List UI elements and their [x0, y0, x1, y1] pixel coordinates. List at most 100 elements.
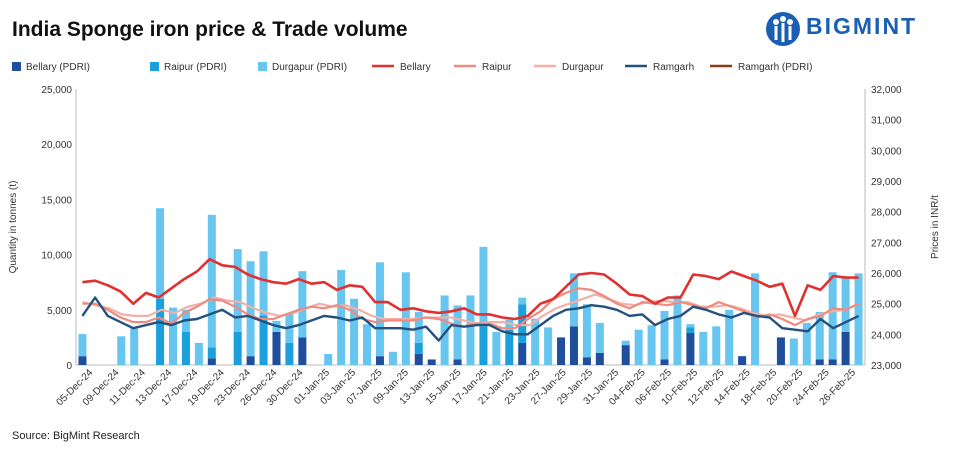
bar-durgapur-pdri	[350, 298, 359, 365]
bar-durgapur-pdri	[440, 295, 449, 365]
bar-durgapur-pdri	[582, 304, 591, 358]
bar-durgapur-pdri	[725, 309, 734, 365]
bar-bellary-pdri	[518, 342, 527, 365]
y-tick-label: 5,000	[47, 306, 72, 317]
bar-durgapur-pdri	[156, 208, 165, 299]
bar-durgapur-pdri	[233, 249, 242, 332]
bar-durgapur-pdri	[802, 323, 811, 365]
line-ramgarh	[81, 296, 860, 342]
bar-bellary-pdri	[375, 356, 384, 365]
bar-raipur-pdri	[156, 298, 165, 365]
y2-tick-label: 27,000	[871, 238, 902, 249]
bar-bellary-pdri	[557, 337, 566, 365]
bar-durgapur-pdri	[841, 277, 850, 332]
bar-durgapur-pdri	[130, 328, 139, 365]
bar-durgapur-pdri	[751, 273, 760, 365]
bar-bellary-pdri	[272, 331, 281, 365]
bar-durgapur-pdri	[712, 326, 721, 365]
bar-durgapur-pdri	[544, 327, 553, 365]
bar-durgapur-pdri	[388, 351, 397, 365]
bar-bellary-pdri	[776, 337, 785, 365]
legend-swatch	[258, 62, 267, 71]
bigmint-logo	[766, 12, 800, 46]
chart-title: India Sponge iron price & Trade volume	[12, 18, 408, 41]
bar-durgapur-pdri	[828, 272, 837, 360]
y-axis-label: Quantity in tonnes (t)	[8, 181, 19, 274]
bar-bellary-pdri	[660, 359, 669, 365]
y-tick-label: 20,000	[41, 140, 72, 151]
bar-durgapur-pdri	[789, 338, 798, 365]
bar-bellary-pdri	[207, 358, 216, 365]
bar-durgapur-pdri	[363, 324, 372, 365]
bar-durgapur-pdri	[518, 297, 527, 305]
bar-durgapur-pdri	[660, 310, 669, 360]
bar-raipur-pdri	[181, 331, 190, 365]
bar-raipur-pdri	[285, 342, 294, 365]
bar-durgapur-pdri	[634, 329, 643, 365]
bar-durgapur-pdri	[569, 273, 578, 327]
y2-tick-label: 31,000	[871, 116, 902, 127]
legend-label: Raipur	[482, 62, 512, 73]
bar-durgapur-pdri	[505, 319, 514, 330]
bar-raipur-pdri	[207, 347, 216, 359]
bar-bellary-pdri	[453, 359, 462, 365]
bar-bellary-pdri	[841, 331, 850, 365]
bar-durgapur-pdri	[854, 273, 863, 365]
legend-label: Durgapur	[562, 62, 604, 73]
bar-durgapur-pdri	[647, 325, 656, 365]
y-tick-label: 0	[66, 361, 72, 372]
bar-raipur-pdri	[505, 329, 514, 365]
bar-durgapur-pdri	[686, 324, 695, 328]
y2-tick-label: 32,000	[871, 85, 902, 96]
bar-durgapur-pdri	[699, 331, 708, 365]
bar-bellary-pdri	[246, 356, 255, 365]
bar-bellary-pdri	[828, 359, 837, 365]
bar-durgapur-pdri	[207, 214, 216, 348]
bar-durgapur-pdri	[492, 331, 501, 365]
bar-bellary-pdri	[815, 359, 824, 365]
bar-bellary-pdri	[569, 326, 578, 365]
y2-axis-label: Prices in INR/t	[930, 195, 941, 259]
line-bellary	[82, 257, 859, 321]
y2-tick-label: 23,000	[871, 361, 902, 372]
bar-durgapur-pdri	[168, 307, 178, 365]
legend-label: Ramgarh (PDRI)	[738, 62, 812, 73]
bar-durgapur-pdri	[466, 295, 475, 365]
bar-bellary-pdri	[595, 352, 604, 365]
y2-tick-label: 25,000	[871, 300, 902, 311]
bar-durgapur-pdri	[479, 246, 488, 327]
legend-swatch	[150, 62, 159, 71]
bar-durgapur-pdri	[259, 251, 268, 316]
y-tick-label: 10,000	[41, 251, 72, 262]
bar-durgapur-pdri	[246, 261, 255, 357]
y2-tick-label: 26,000	[871, 269, 902, 280]
bar-durgapur-pdri	[531, 318, 540, 365]
bar-durgapur-pdri	[621, 340, 630, 346]
y-tick-label: 25,000	[41, 85, 72, 96]
y2-tick-label: 28,000	[871, 208, 902, 219]
y2-tick-label: 30,000	[871, 146, 902, 157]
y2-tick-label: 24,000	[871, 330, 902, 341]
bar-durgapur-pdri	[194, 342, 203, 365]
legend-swatch	[12, 62, 21, 71]
bar-durgapur-pdri	[595, 323, 604, 353]
bar-raipur-pdri	[414, 342, 423, 354]
bar-durgapur-pdri	[815, 312, 824, 360]
bar-bellary-pdri	[686, 332, 695, 365]
bar-durgapur-pdri	[453, 305, 462, 360]
bar-raipur-pdri	[259, 315, 268, 365]
brand-name: BIGMINT	[806, 13, 918, 39]
bar-bellary-pdri	[414, 353, 423, 365]
bar-bellary-pdri	[427, 359, 436, 365]
bar-bellary-pdri	[582, 357, 591, 365]
y-tick-label: 15,000	[41, 195, 72, 206]
bar-durgapur-pdri	[78, 334, 87, 357]
y2-tick-label: 29,000	[871, 177, 902, 188]
bar-raipur-pdri	[479, 326, 488, 365]
bar-bellary-pdri	[298, 337, 307, 365]
bar-bellary-pdri	[621, 345, 630, 365]
bar-durgapur-pdri	[324, 353, 333, 365]
bar-bellary-pdri	[738, 356, 747, 365]
legend-label: Raipur (PDRI)	[164, 62, 227, 73]
